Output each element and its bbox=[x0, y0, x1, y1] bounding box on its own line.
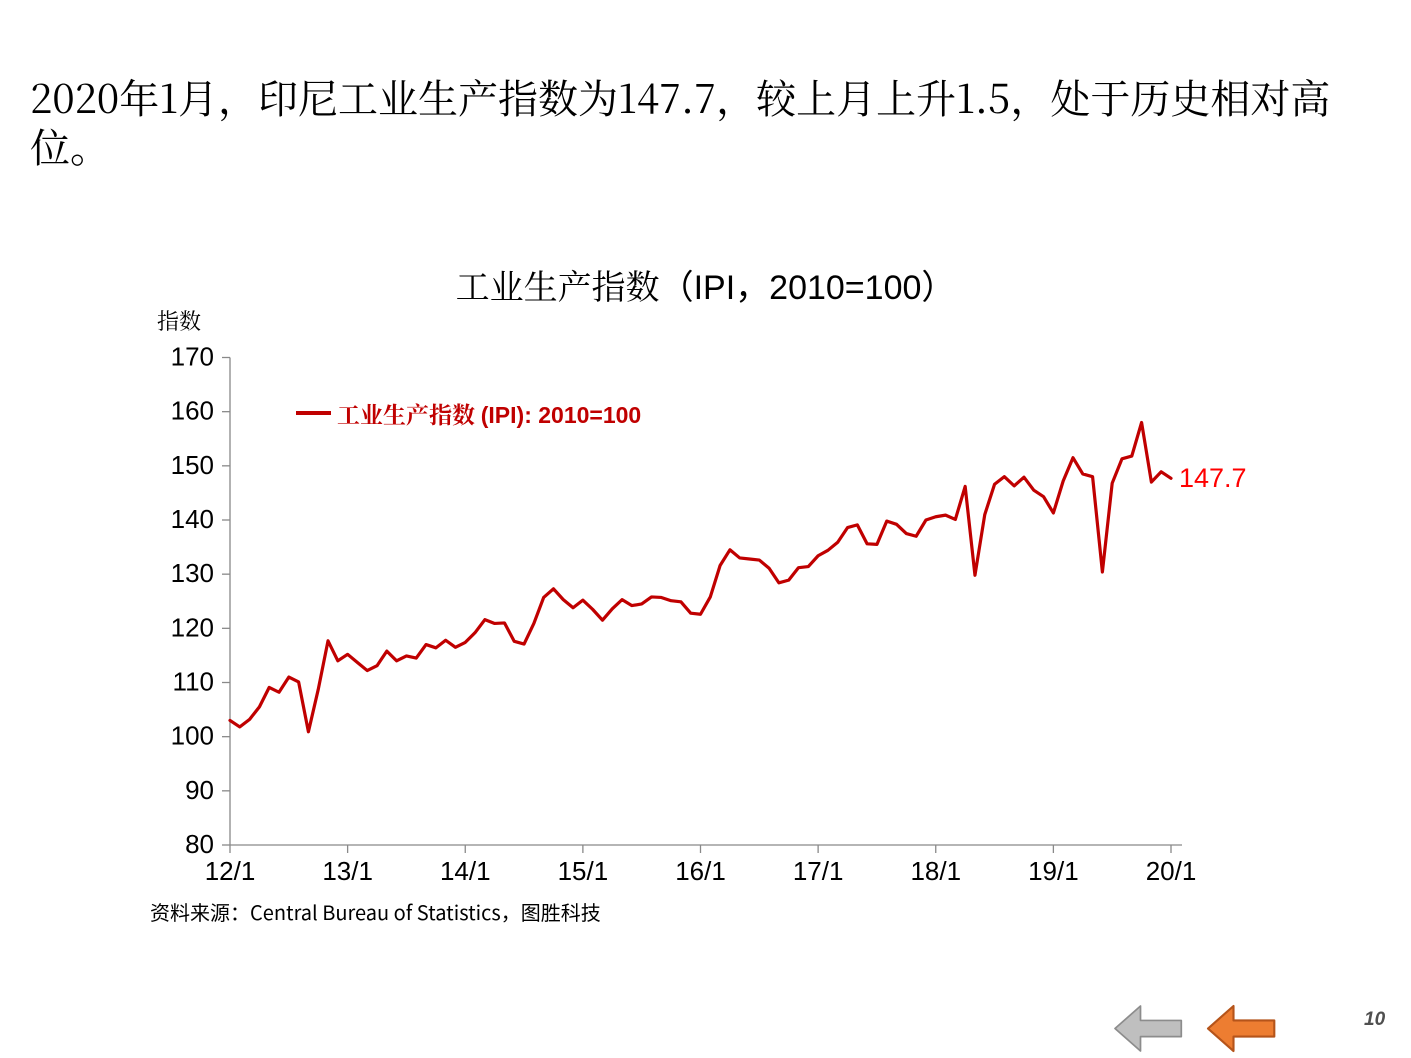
svg-text:15/1: 15/1 bbox=[558, 856, 609, 886]
svg-text:12/1: 12/1 bbox=[205, 856, 256, 886]
svg-text:160: 160 bbox=[171, 396, 214, 426]
svg-text:110: 110 bbox=[173, 667, 214, 697]
svg-text:100: 100 bbox=[171, 721, 214, 751]
svg-text:17/1: 17/1 bbox=[793, 856, 844, 886]
svg-text:16/1: 16/1 bbox=[675, 856, 726, 886]
svg-text:130: 130 bbox=[171, 558, 214, 588]
svg-text:150: 150 bbox=[171, 450, 214, 480]
svg-text:18/1: 18/1 bbox=[910, 856, 961, 886]
svg-text:170: 170 bbox=[171, 342, 214, 372]
svg-text:20/1: 20/1 bbox=[1146, 856, 1197, 886]
svg-text:120: 120 bbox=[171, 612, 214, 642]
svg-text:14/1: 14/1 bbox=[440, 856, 491, 886]
svg-text:80: 80 bbox=[185, 829, 214, 859]
svg-text:工业生产指数 (IPI): 2010=100: 工业生产指数 (IPI): 2010=100 bbox=[337, 397, 641, 430]
svg-text:147.7: 147.7 bbox=[1179, 463, 1247, 493]
svg-text:13/1: 13/1 bbox=[322, 856, 373, 886]
svg-text:140: 140 bbox=[171, 504, 214, 534]
svg-text:19/1: 19/1 bbox=[1028, 856, 1079, 886]
svg-text:90: 90 bbox=[185, 775, 214, 805]
